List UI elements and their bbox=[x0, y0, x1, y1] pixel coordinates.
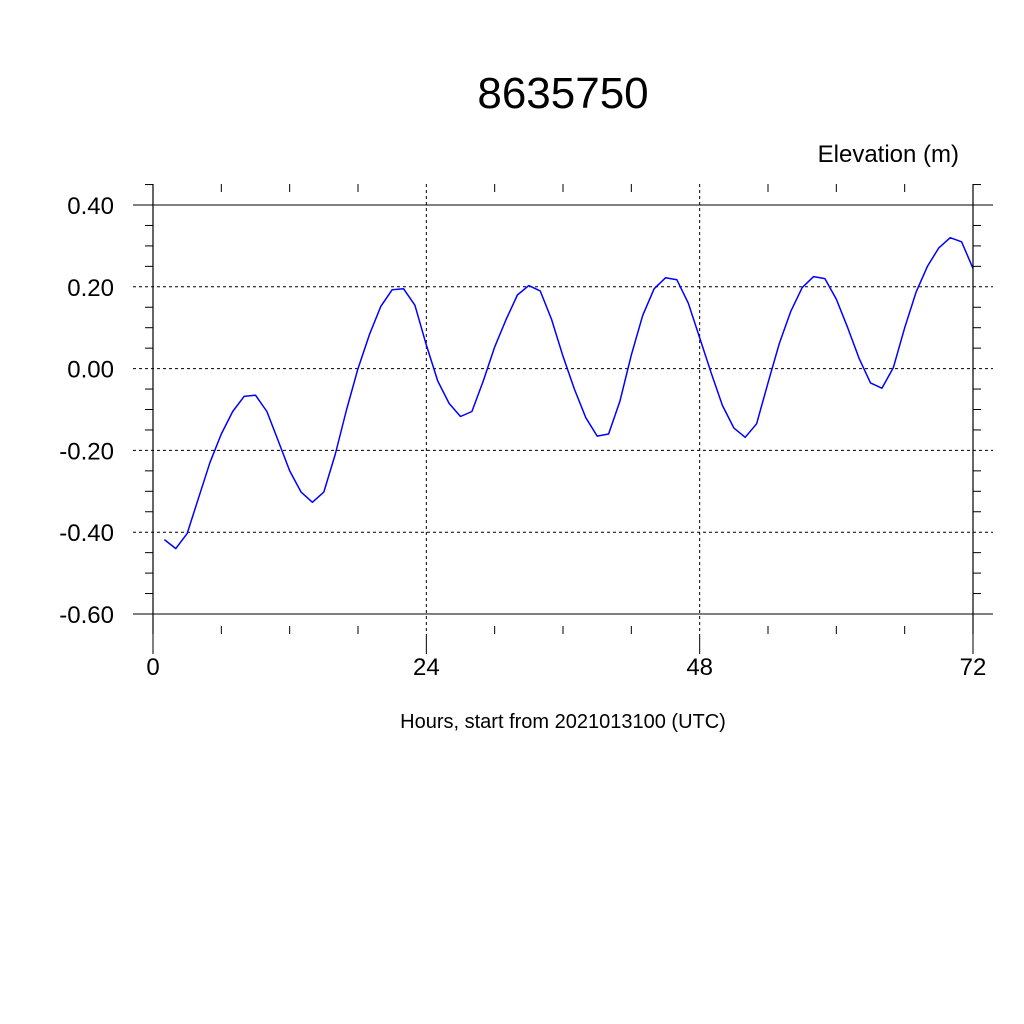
plot-frame bbox=[152, 184, 974, 634]
y-tick-label: -0.40 bbox=[59, 520, 114, 547]
y-tick-label: 0.40 bbox=[67, 193, 114, 220]
grid-lines bbox=[133, 184, 993, 634]
y-tick-label: 0.20 bbox=[67, 275, 114, 302]
axis-ticks bbox=[145, 184, 981, 654]
tick-labels: 0.40 0.20 0.00 -0.20 -0.40 -0.60 0 24 48 72 bbox=[59, 193, 986, 681]
x-tick-label: 0 bbox=[146, 654, 159, 681]
y-tick-label: -0.60 bbox=[59, 602, 114, 629]
x-tick-label: 48 bbox=[686, 654, 713, 681]
x-axis-label: Hours, start from 2021013100 (UTC) bbox=[400, 711, 726, 733]
x-tick-label: 72 bbox=[960, 654, 987, 681]
data-series bbox=[163, 236, 974, 550]
y-tick-label: 0.00 bbox=[67, 357, 114, 384]
y-tick-label: -0.20 bbox=[59, 438, 114, 465]
y-axis-label: Elevation (m) bbox=[818, 141, 959, 168]
x-tick-label: 24 bbox=[413, 654, 440, 681]
chart-title: 8635750 bbox=[477, 69, 648, 118]
elevation-series-line bbox=[163, 236, 974, 550]
